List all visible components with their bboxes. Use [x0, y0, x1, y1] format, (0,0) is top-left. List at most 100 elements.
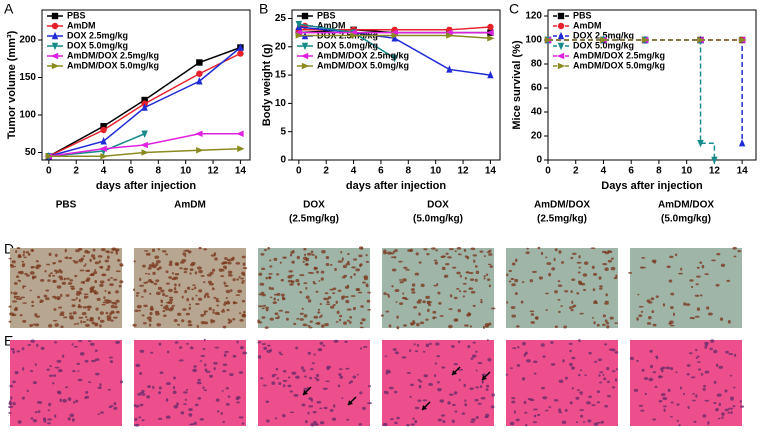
marker: [141, 96, 148, 104]
cell: [655, 295, 659, 298]
cell: [489, 265, 493, 268]
cell: [10, 264, 14, 268]
cell: [514, 292, 518, 296]
legend-label: AmDM: [317, 20, 346, 30]
cell: [711, 259, 716, 262]
y-tick-label: 100: [525, 35, 542, 46]
cell: [564, 290, 569, 293]
cell: [524, 351, 528, 355]
cell: [48, 402, 52, 407]
cell: [165, 398, 169, 402]
cell: [483, 255, 486, 258]
cell: [229, 373, 234, 376]
cell: [53, 269, 57, 272]
cell: [302, 260, 305, 263]
cell: [222, 325, 227, 329]
cell: [699, 261, 703, 264]
cell: [49, 272, 53, 275]
cell: [160, 289, 165, 293]
cell: [696, 307, 701, 311]
cell: [194, 271, 198, 275]
cell: [475, 369, 478, 372]
cell: [540, 343, 545, 347]
cell: [422, 300, 426, 304]
cell: [132, 323, 137, 327]
cell: [165, 253, 169, 256]
cell: [142, 322, 147, 325]
cell: [325, 256, 330, 260]
cell: [672, 312, 675, 316]
cell: [319, 421, 325, 425]
cell: [173, 376, 176, 380]
cell: [415, 252, 419, 256]
cell: [457, 308, 461, 313]
cell: [273, 257, 278, 261]
cell: [301, 307, 304, 310]
cell: [680, 267, 683, 271]
cell: [227, 395, 231, 398]
cell: [329, 409, 334, 412]
cell: [275, 367, 279, 371]
cell: [325, 380, 330, 383]
cell: [186, 286, 191, 290]
cell: [416, 322, 420, 327]
cell: [670, 367, 674, 371]
cell: [78, 292, 83, 295]
cell: [94, 291, 99, 295]
cell: [511, 314, 517, 318]
cell: [696, 355, 700, 358]
cell: [213, 296, 217, 299]
cell: [152, 385, 155, 390]
cell: [276, 377, 280, 380]
cell: [303, 253, 307, 256]
cell: [358, 423, 363, 426]
cell: [100, 411, 104, 414]
marker: [51, 22, 59, 30]
cell: [475, 416, 479, 419]
cell: [638, 314, 643, 317]
cell: [530, 321, 536, 324]
arrow-head: [482, 375, 487, 380]
cell: [134, 404, 140, 408]
cell: [222, 370, 227, 373]
cell: [332, 292, 336, 295]
cell: [670, 324, 675, 327]
cell: [358, 254, 363, 258]
cell: [75, 297, 78, 300]
cell: [261, 343, 266, 345]
cell: [365, 253, 368, 257]
cell: [448, 248, 454, 251]
cell: [193, 421, 197, 425]
cell: [454, 250, 457, 253]
cell: [704, 343, 709, 347]
cell: [546, 262, 552, 265]
cell: [258, 272, 263, 276]
cell: [359, 263, 363, 267]
cell: [14, 306, 18, 310]
marker: [487, 23, 494, 31]
cell: [610, 257, 614, 260]
cell: [261, 307, 265, 310]
cell: [179, 267, 183, 270]
cell: [227, 270, 233, 275]
cell: [227, 273, 233, 277]
cell: [670, 401, 674, 404]
cell: [32, 419, 37, 423]
cell: [313, 315, 319, 319]
plot-frame: [547, 9, 757, 161]
cell: [45, 297, 50, 301]
cell: [715, 283, 720, 287]
cell: [188, 251, 191, 254]
cell: [593, 422, 599, 426]
cell: [238, 275, 241, 279]
cell: [511, 397, 516, 400]
cell: [592, 272, 598, 276]
cell: [13, 291, 18, 296]
cell: [162, 314, 167, 317]
cell: [510, 306, 516, 309]
cell: [469, 278, 475, 281]
cell: [109, 360, 114, 364]
cell: [47, 409, 51, 412]
cell: [670, 415, 673, 418]
cell: [637, 293, 640, 296]
